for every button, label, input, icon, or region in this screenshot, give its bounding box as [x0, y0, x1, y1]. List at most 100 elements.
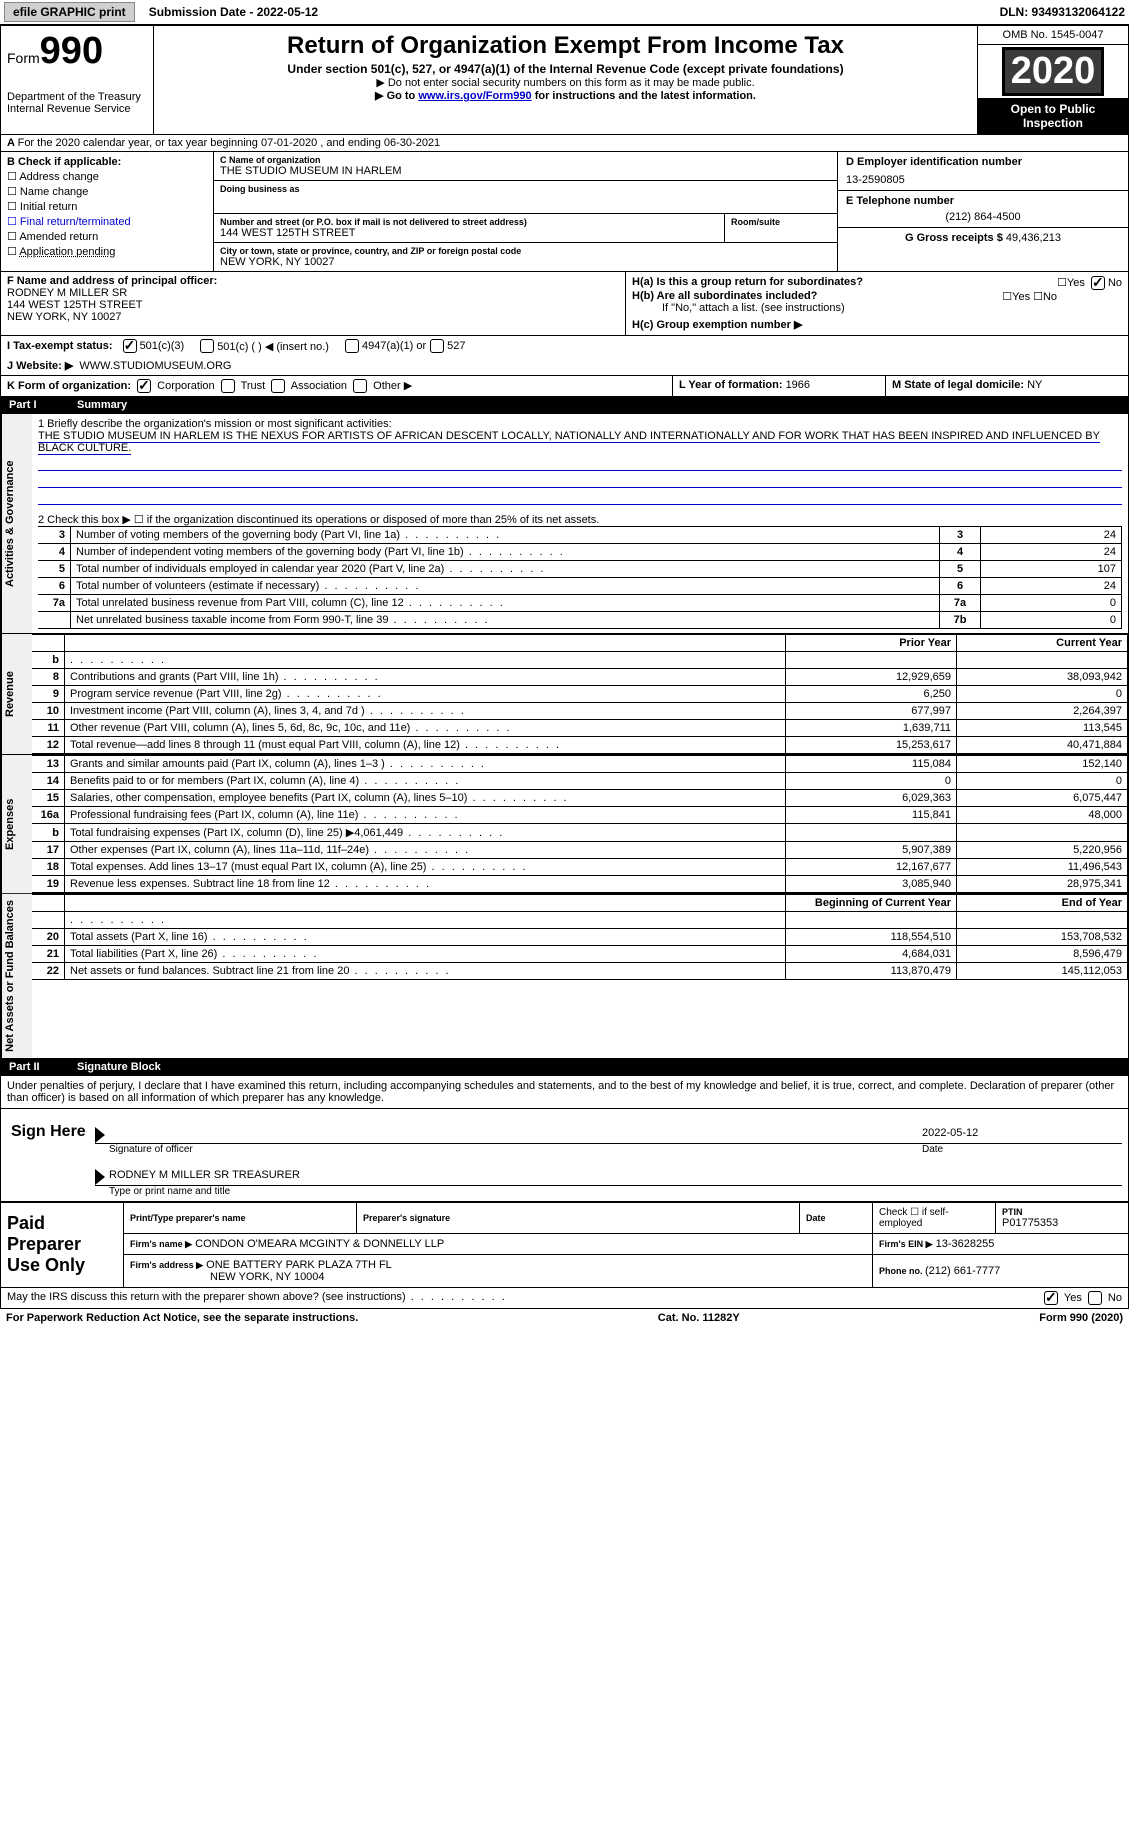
mission-line-3 [38, 490, 1122, 505]
sig-officer-line [109, 1127, 922, 1143]
part1-num: Part I [9, 399, 69, 411]
hb-note: If "No," attach a list. (see instruction… [662, 302, 1122, 314]
current-year-val: 6,075,447 [957, 790, 1128, 807]
current-year-val: 38,093,942 [957, 669, 1128, 686]
line-box: 7b [940, 612, 981, 629]
table-row: 7a Total unrelated business revenue from… [38, 595, 1122, 612]
line-desc: Contributions and grants (Part VIII, lin… [65, 669, 786, 686]
arrow-icon [95, 1127, 105, 1143]
i-label: I Tax-exempt status: [7, 340, 113, 352]
col-current-year: End of Year [957, 895, 1128, 912]
line-a: A For the 2020 calendar year, or tax yea… [0, 135, 1129, 152]
line-l: L Year of formation: 1966 [673, 376, 886, 396]
sign-here-block: Sign Here 2022-05-12 Signature of office… [0, 1109, 1129, 1202]
line-num: b [32, 824, 65, 842]
line-desc: Salaries, other compensation, employee b… [65, 790, 786, 807]
k-trust-checkbox[interactable] [221, 379, 235, 393]
arrow-icon-2 [95, 1169, 105, 1185]
k-opt-2: Association [291, 380, 347, 392]
ha-no-checkbox[interactable] [1091, 276, 1105, 290]
cb-final-return[interactable]: ☐ Final return/terminated [7, 215, 207, 228]
mission-line-1 [38, 456, 1122, 471]
prep-ptin-label: PTIN [1002, 1207, 1122, 1217]
k-corp-checkbox[interactable] [137, 379, 151, 393]
na-section: Net Assets or Fund Balances Beginning of… [0, 894, 1129, 1059]
hb-row: H(b) Are all subordinates included? ☐Yes… [632, 290, 1122, 302]
line-val: 0 [981, 595, 1122, 612]
bcdeg-block: B Check if applicable: ☐ Address change … [0, 152, 1129, 272]
line-desc [65, 652, 786, 669]
top-bar: efile GRAPHIC print Submission Date - 20… [0, 0, 1129, 25]
cb-lbl-2: Initial return [20, 201, 77, 213]
paid-preparer-block: Paid Preparer Use Only Print/Type prepar… [0, 1202, 1129, 1288]
prior-year-val: 115,841 [786, 807, 957, 824]
i-527-checkbox[interactable] [430, 339, 444, 353]
part2-header: Part II Signature Block [0, 1059, 1129, 1076]
current-year-val: 0 [957, 686, 1128, 703]
line-num: 4 [38, 544, 71, 561]
header-mid: Return of Organization Exempt From Incom… [154, 26, 977, 134]
k-opt-3: Other ▶ [373, 380, 412, 392]
table-row: 14 Benefits paid to or for members (Part… [32, 773, 1128, 790]
officer-name: RODNEY M MILLER SR TREASURER [109, 1169, 300, 1185]
open-to-public: Open to Public Inspection [978, 98, 1128, 134]
table-row: 5 Total number of individuals employed i… [38, 561, 1122, 578]
cb-initial-return[interactable]: ☐ Initial return [7, 200, 207, 213]
i-501c3-checkbox[interactable] [123, 339, 137, 353]
l-label: L Year of formation: [679, 379, 786, 391]
line-val: 0 [981, 612, 1122, 629]
line-num: 5 [38, 561, 71, 578]
vert-na: Net Assets or Fund Balances [1, 894, 32, 1058]
table-row: 20 Total assets (Part X, line 16) 118,55… [32, 929, 1128, 946]
line-num: 12 [32, 737, 65, 754]
discuss-no-checkbox[interactable] [1088, 1291, 1102, 1305]
table-row: 12 Total revenue—add lines 8 through 11 … [32, 737, 1128, 754]
footer-right: Form 990 (2020) [1039, 1312, 1123, 1324]
k-other-checkbox[interactable] [353, 379, 367, 393]
note-link: ▶ Go to www.irs.gov/Form990 for instruct… [162, 89, 969, 102]
officer-type-label: Type or print name and title [109, 1186, 1122, 1197]
ag-section: Activities & Governance 1 Briefly descri… [0, 414, 1129, 634]
table-row: Net unrelated business taxable income fr… [38, 612, 1122, 629]
discuss-yes-checkbox[interactable] [1044, 1291, 1058, 1305]
line-num: 22 [32, 963, 65, 980]
return-subtitle: Under section 501(c), 527, or 4947(a)(1)… [162, 62, 969, 76]
room-label: Room/suite [731, 217, 831, 227]
e-label: E Telephone number [846, 195, 1120, 207]
cb-name-change[interactable]: ☐ Name change [7, 185, 207, 198]
k-assoc-checkbox[interactable] [271, 379, 285, 393]
right-col-de: D Employer identification number 13-2590… [837, 152, 1128, 271]
i-4947-checkbox[interactable] [345, 339, 359, 353]
sig-date: 2022-05-12 [922, 1127, 1122, 1143]
i-501c-checkbox[interactable] [200, 339, 214, 353]
line-desc: Total number of volunteers (estimate if … [71, 578, 940, 595]
cb-address-change[interactable]: ☐ Address change [7, 170, 207, 183]
hb-label: H(b) Are all subordinates included? [632, 290, 817, 302]
date-label: Date [922, 1144, 1122, 1155]
prep-self-employed[interactable]: Check ☐ if self-employed [873, 1202, 996, 1233]
current-year-val: 0 [957, 773, 1128, 790]
f-addr2: NEW YORK, NY 10027 [7, 311, 122, 323]
city-row: City or town, state or province, country… [214, 243, 837, 271]
current-year-val: 11,496,543 [957, 859, 1128, 876]
table-row: 6 Total number of volunteers (estimate i… [38, 578, 1122, 595]
ha-row: H(a) Is this a group return for subordin… [632, 276, 1122, 288]
line-desc: Total assets (Part X, line 16) [65, 929, 786, 946]
firm-phone-label: Phone no. [879, 1266, 925, 1276]
line-desc: Professional fundraising fees (Part IX, … [65, 807, 786, 824]
cb-app-pending[interactable]: ☐ Application pending [7, 245, 207, 258]
irs-link[interactable]: www.irs.gov/Form990 [418, 90, 531, 102]
current-year-val [957, 824, 1128, 842]
e-value: (212) 864-4500 [846, 211, 1120, 223]
c-name-row: C Name of organization THE STUDIO MUSEUM… [214, 152, 837, 181]
current-year-val: 152,140 [957, 756, 1128, 773]
efile-button[interactable]: efile GRAPHIC print [4, 2, 135, 22]
submission-date-label: Submission Date - [149, 5, 257, 19]
f-block: F Name and address of principal officer:… [1, 272, 625, 335]
form-word: Form [7, 50, 40, 66]
e-block: E Telephone number (212) 864-4500 [838, 191, 1128, 228]
prior-year-val: 4,684,031 [786, 946, 957, 963]
i-opt-2: 4947(a)(1) or [362, 340, 426, 352]
cb-amended[interactable]: ☐ Amended return [7, 230, 207, 243]
prior-year-val: 1,639,711 [786, 720, 957, 737]
